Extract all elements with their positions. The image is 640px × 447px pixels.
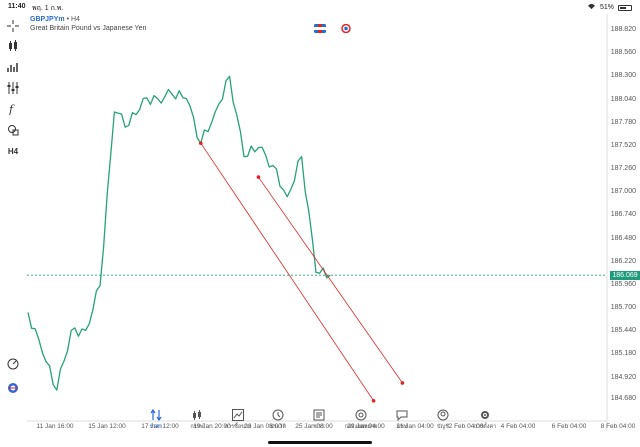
battery-percent: 51% <box>599 4 614 11</box>
nav-label: การตั้งค่า <box>473 424 497 430</box>
nav-label: แชท <box>396 424 408 430</box>
symbol-name[interactable]: GBPJPYm <box>30 16 65 23</box>
time-tick-label: 19 Jan 20:00 <box>193 423 231 430</box>
trendline-2[interactable] <box>258 176 403 384</box>
price-tick-label: 186.480 <box>610 234 636 242</box>
price-tick-label: 185.180 <box>610 350 636 358</box>
status-time: 11:40 <box>8 3 26 10</box>
price-tick-label: 187.000 <box>610 188 636 196</box>
time-tick-label: 31 Jan 04:00 <box>396 423 434 430</box>
price-tick-label: 186.740 <box>610 211 636 219</box>
time-tick-label: 8 Feb 04:00 <box>600 423 636 430</box>
candlestick-icon <box>193 410 201 420</box>
price-tick-label: 184.920 <box>610 373 636 381</box>
time-tick-label: 15 Jan 12:00 <box>88 423 126 430</box>
time-tick-label: 17 Jan 12:00 <box>141 423 179 430</box>
speedometer-icon[interactable] <box>5 356 21 372</box>
symbol-timeframe: • H4 <box>64 16 80 23</box>
time-tick-label: 11 Jan 16:00 <box>36 423 74 430</box>
status-right: 51% <box>587 3 632 12</box>
news-icon <box>313 409 325 421</box>
nav-label: บัญชี <box>437 424 449 430</box>
bottom-navigation: ราคา กราฟ การซื้อขาย ประวัติ ข่าว กล่องจดหมาย… <box>0 409 640 447</box>
price-tick-label: 184.680 <box>610 395 636 402</box>
indicators-icon[interactable] <box>5 59 21 75</box>
chat-bubble-icon <box>396 410 408 421</box>
price-series-line <box>27 75 331 391</box>
price-tick-label: 185.700 <box>610 304 636 312</box>
nav-label: ราคา <box>149 424 163 430</box>
function-icon[interactable]: f <box>5 101 21 117</box>
app-logo-icon[interactable] <box>5 380 21 396</box>
time-tick-label: 2 Feb 04:00 <box>448 423 484 430</box>
trendline-handle[interactable] <box>256 175 261 179</box>
timeframe-label: H4 <box>7 146 19 156</box>
time-tick-label: 29 Jan 04:00 <box>347 423 385 430</box>
trade-toggle-icon[interactable] <box>340 20 352 34</box>
left-toolbar: f H4 <box>0 18 26 438</box>
battery-icon <box>618 4 632 11</box>
price-tick-label: 185.960 <box>610 280 636 288</box>
price-tick-label: 185.440 <box>610 327 636 335</box>
current-price-badge: 186.069 <box>610 270 640 280</box>
nav-label: การซื้อขาย <box>224 424 252 430</box>
status-bar: 11:40 พฤ. 1 ก.พ. 51% <box>0 0 640 14</box>
time-tick-label: 6 Feb 04:00 <box>551 423 587 430</box>
status-date: พฤ. 1 ก.พ. <box>32 5 64 12</box>
trendline-handle[interactable] <box>199 141 203 145</box>
time-tick-label: 4 Feb 04:00 <box>500 423 536 430</box>
svg-text:f: f <box>8 103 15 115</box>
price-tick-label: 188.300 <box>610 72 636 80</box>
chart-header: GBPJPYm • H4 Great Britain Pound vs Japa… <box>30 15 146 33</box>
quotes-arrows-icon <box>150 409 162 421</box>
candlestick-type-icon[interactable] <box>5 38 21 54</box>
price-tick-label: 188.040 <box>610 95 636 103</box>
price-tick-label: 187.520 <box>610 141 636 149</box>
trendline-handle[interactable] <box>400 381 405 385</box>
price-tick-label: 187.260 <box>610 165 636 173</box>
shapes-icon[interactable] <box>5 122 21 138</box>
wifi-icon <box>587 3 596 12</box>
trendline-1[interactable] <box>200 142 374 402</box>
price-tick-label: 188.560 <box>610 49 636 57</box>
price-tick-label: 186.220 <box>610 257 636 265</box>
nav-label: ประวัติ <box>269 424 287 430</box>
trendlines <box>199 141 405 403</box>
sliders-icon[interactable] <box>5 80 21 96</box>
timeframe-button[interactable]: H4 <box>5 143 21 159</box>
trade-chart-icon <box>232 409 244 421</box>
mailbox-at-icon <box>355 409 367 421</box>
time-tick-label: 23 Jan 08:00 <box>244 423 282 430</box>
settings-gear-icon <box>481 411 489 419</box>
nav-label: กราฟ <box>190 424 204 430</box>
price-tick-label: 188.820 <box>610 26 636 33</box>
nav-label: ข่าว <box>314 424 324 430</box>
trendline-handle[interactable] <box>371 398 376 403</box>
flag-icon[interactable] <box>314 20 326 33</box>
time-tick-label: 25 Jan 08:00 <box>295 423 333 430</box>
price-tick-label: 187.780 <box>610 118 636 126</box>
home-indicator <box>268 441 372 444</box>
account-user-icon <box>437 409 449 421</box>
nav-label: กล่องจดหมาย <box>344 424 378 430</box>
history-clock-icon <box>272 409 284 421</box>
crosshair-icon[interactable] <box>5 18 21 34</box>
symbol-description: Great Britain Pound vs Japanese Yen <box>30 25 147 32</box>
